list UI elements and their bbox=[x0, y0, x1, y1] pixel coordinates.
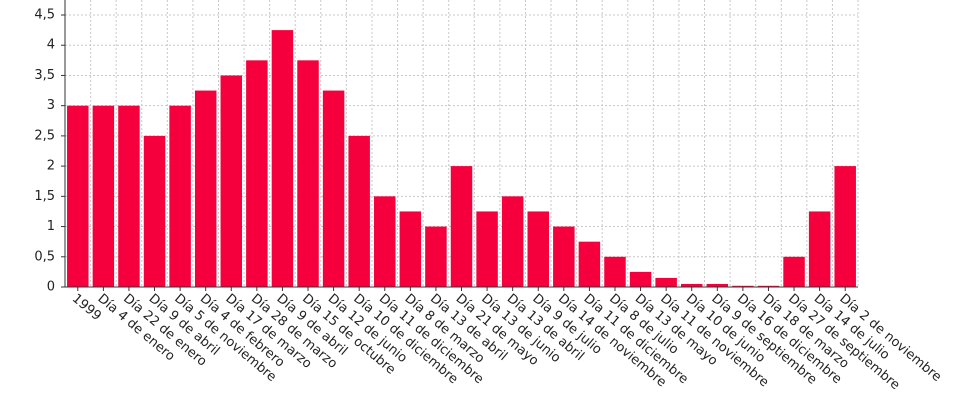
bar bbox=[246, 60, 268, 288]
bar bbox=[322, 90, 345, 287]
y-tick-label: 2,5 bbox=[34, 128, 55, 143]
bar bbox=[783, 256, 805, 287]
bar bbox=[220, 75, 243, 287]
bar bbox=[143, 135, 166, 287]
bar bbox=[834, 166, 856, 287]
y-tick-label: 2 bbox=[47, 159, 55, 174]
bar bbox=[67, 105, 89, 288]
y-tick-label: 3,5 bbox=[34, 68, 55, 83]
bar bbox=[706, 283, 729, 287]
bar bbox=[655, 277, 677, 287]
bar bbox=[399, 211, 422, 287]
bar bbox=[348, 135, 370, 287]
bar bbox=[450, 166, 473, 287]
bar bbox=[732, 285, 754, 287]
y-tick-label: 3 bbox=[47, 98, 55, 113]
bar bbox=[578, 241, 601, 287]
y-tick-label: 0,5 bbox=[34, 249, 55, 264]
y-tick-label: 1,5 bbox=[34, 189, 55, 204]
bar bbox=[425, 226, 447, 287]
y-tick-label: 4 bbox=[47, 38, 55, 53]
bar bbox=[604, 256, 626, 287]
x-tick-label: 1999 bbox=[69, 291, 104, 324]
bar bbox=[629, 271, 652, 287]
y-tick-label: 1 bbox=[47, 219, 55, 234]
bar bbox=[680, 283, 703, 287]
y-tick-label: 0 bbox=[47, 280, 55, 295]
y-tick-label: 4,5 bbox=[34, 8, 55, 23]
bar bbox=[374, 196, 396, 287]
bar bbox=[118, 105, 140, 288]
bar bbox=[297, 60, 319, 288]
bar bbox=[808, 211, 831, 287]
bar bbox=[194, 90, 217, 287]
bar bbox=[757, 285, 780, 287]
bar bbox=[476, 211, 498, 287]
bar bbox=[501, 196, 524, 287]
bar bbox=[169, 105, 191, 288]
bar bbox=[92, 105, 115, 288]
bar bbox=[527, 211, 549, 287]
bar bbox=[553, 226, 575, 287]
bar bbox=[271, 30, 294, 287]
